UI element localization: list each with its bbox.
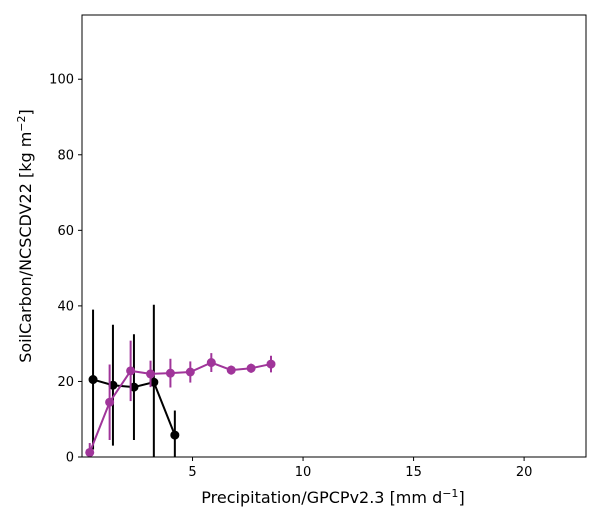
- axes-frame: [81, 14, 587, 458]
- y-tick-label: 80: [57, 148, 74, 163]
- y-axis-label: SoilCarbon/NCSCDV22 [kg m−2]: [15, 109, 35, 363]
- data-point: [129, 382, 139, 392]
- data-point: [206, 358, 216, 368]
- y-tick-label: 100: [49, 73, 74, 88]
- data-point: [126, 366, 136, 376]
- data-point: [85, 447, 95, 457]
- series-line: [88, 361, 272, 453]
- x-tick-label: 10: [295, 465, 312, 480]
- x-axis-label: Precipitation/GPCPv2.3 [mm d−1]: [201, 487, 464, 507]
- series-group: [85, 304, 276, 457]
- x-tick-label: 15: [405, 465, 422, 480]
- data-point: [185, 367, 195, 377]
- data-point: [88, 375, 98, 385]
- x-tick-label: 20: [516, 465, 533, 480]
- plot-area: [85, 304, 276, 457]
- data-point: [170, 430, 180, 440]
- y-tick-label: 0: [66, 451, 74, 466]
- axis-ticks: 5 10 15 20 0 20 40 60 80 100: [49, 73, 532, 480]
- y-tick-label: 20: [57, 375, 74, 390]
- y-tick-label: 40: [57, 299, 74, 314]
- data-point: [246, 363, 256, 373]
- data-point: [146, 369, 156, 379]
- x-tick-label: 5: [188, 465, 196, 480]
- data-point: [165, 368, 175, 378]
- data-point: [149, 377, 159, 387]
- y-tick-label: 60: [57, 224, 74, 239]
- data-point: [105, 397, 115, 407]
- data-point: [266, 359, 276, 369]
- data-point: [108, 380, 118, 390]
- data-point: [226, 365, 236, 375]
